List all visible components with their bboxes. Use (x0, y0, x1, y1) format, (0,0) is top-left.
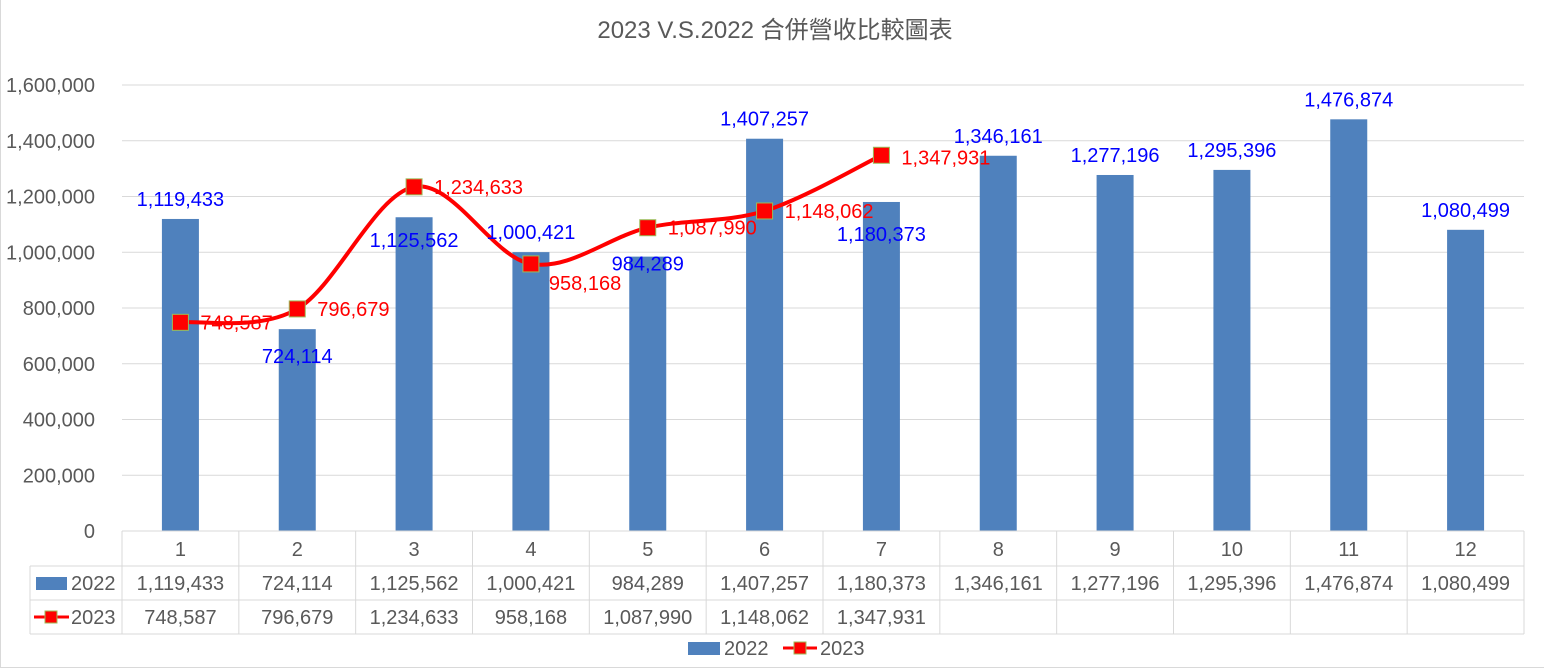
y-tick-label: 0 (84, 521, 95, 543)
x-category-label: 8 (993, 539, 1004, 561)
y-tick-label: 1,400,000 (6, 131, 95, 153)
x-category-label: 11 (1338, 539, 1359, 561)
table-cell-2022: 1,476,874 (1304, 573, 1393, 595)
data-label-2022: 1,346,161 (954, 126, 1043, 148)
table-cell-2022: 1,080,499 (1421, 573, 1510, 595)
legend-label-2022: 2022 (724, 638, 769, 660)
data-label-2022: 1,119,433 (137, 189, 225, 211)
data-label-2023: 748,587 (200, 312, 272, 334)
y-tick-label: 600,000 (23, 354, 95, 376)
data-label-2023: 958,168 (549, 273, 621, 295)
table-cell-2022: 1,125,562 (370, 573, 459, 595)
marker-2023 (756, 202, 774, 220)
bar-2022 (161, 218, 199, 531)
table-cell-2023: 1,148,062 (720, 607, 809, 629)
data-label-2023: 1,148,062 (785, 201, 874, 223)
data-label-2022: 1,407,257 (720, 109, 809, 131)
table-cell-2022: 1,119,433 (137, 573, 225, 595)
marker-2023 (405, 178, 423, 196)
table-cell-2022: 984,289 (612, 573, 684, 595)
data-label-2023: 1,347,931 (901, 147, 990, 169)
bar-2022 (979, 155, 1017, 531)
table-cell-2023: 1,347,931 (837, 607, 926, 629)
x-category-label: 3 (409, 539, 420, 561)
data-label-2022: 1,080,499 (1421, 200, 1510, 222)
table-series-name-2022: 2022 (71, 573, 116, 595)
x-category-label: 6 (759, 539, 770, 561)
x-category-label: 12 (1454, 539, 1476, 561)
bar-2022 (512, 252, 550, 532)
data-label-2022: 1,180,373 (837, 224, 926, 246)
y-tick-label: 200,000 (23, 465, 95, 487)
table-cell-2023: 796,679 (261, 607, 333, 629)
y-tick-label: 800,000 (23, 298, 95, 320)
bar-2022 (746, 138, 784, 531)
table-cell-2023: 1,234,633 (370, 607, 459, 629)
legend-key-2022 (688, 642, 720, 655)
y-tick-label: 400,000 (23, 410, 95, 432)
table-cell-2022: 1,277,196 (1071, 573, 1160, 595)
y-tick-label: 1,000,000 (6, 242, 95, 264)
table-series-name-2023: 2023 (71, 607, 116, 629)
y-tick-label: 1,600,000 (6, 75, 95, 97)
bar-2022 (1447, 229, 1485, 531)
bar-2022 (1096, 174, 1134, 531)
marker-2023 (171, 313, 189, 331)
table-cell-2023: 748,587 (144, 607, 216, 629)
x-category-label: 1 (175, 539, 186, 561)
data-label-2023: 1,234,633 (434, 177, 523, 199)
marker-2023 (522, 255, 540, 273)
data-label-2022: 724,114 (262, 346, 333, 368)
legend-marker-2023 (793, 641, 807, 655)
marker-2023 (872, 146, 890, 164)
data-label-2022: 1,476,874 (1304, 89, 1393, 111)
marker-2023 (639, 219, 657, 237)
table-cell-2022: 1,346,161 (954, 573, 1043, 595)
data-label-2023: 796,679 (317, 299, 389, 321)
x-category-label: 2 (292, 539, 303, 561)
bar-2022 (629, 256, 667, 531)
data-label-2022: 1,125,562 (370, 230, 459, 252)
table-cell-2023: 958,168 (495, 607, 567, 629)
data-label-2022: 984,289 (612, 254, 684, 276)
table-cell-2022: 1,000,421 (486, 573, 575, 595)
bar-2022 (278, 329, 316, 531)
bar-2022 (1213, 169, 1251, 531)
data-label-2022: 1,277,196 (1071, 145, 1160, 167)
data-label-2022: 1,295,396 (1187, 140, 1276, 162)
x-category-label: 7 (876, 539, 887, 561)
table-legend-marker-2023 (44, 610, 58, 624)
y-tick-label: 1,200,000 (6, 187, 95, 209)
table-cell-2022: 1,180,373 (837, 573, 926, 595)
chart-title: 2023 V.S.2022 合併營收比較圖表 (597, 17, 952, 44)
x-category-label: 4 (525, 539, 536, 561)
marker-2023 (288, 300, 306, 318)
data-label-2022: 1,000,421 (486, 222, 575, 244)
x-category-label: 9 (1110, 539, 1121, 561)
x-category-label: 5 (642, 539, 653, 561)
table-cell-2022: 1,407,257 (720, 573, 809, 595)
table-cell-2023: 1,087,990 (603, 607, 692, 629)
table-legend-key-2022 (36, 577, 67, 590)
table-cell-2022: 1,295,396 (1187, 573, 1276, 595)
bar-2022 (395, 217, 433, 532)
bar-2022 (862, 201, 900, 532)
legend-label-2023: 2023 (820, 638, 865, 660)
x-category-label: 10 (1221, 539, 1243, 561)
table-cell-2022: 724,114 (262, 573, 333, 595)
bar-2022 (1330, 119, 1368, 531)
data-label-2023: 1,087,990 (668, 218, 757, 240)
